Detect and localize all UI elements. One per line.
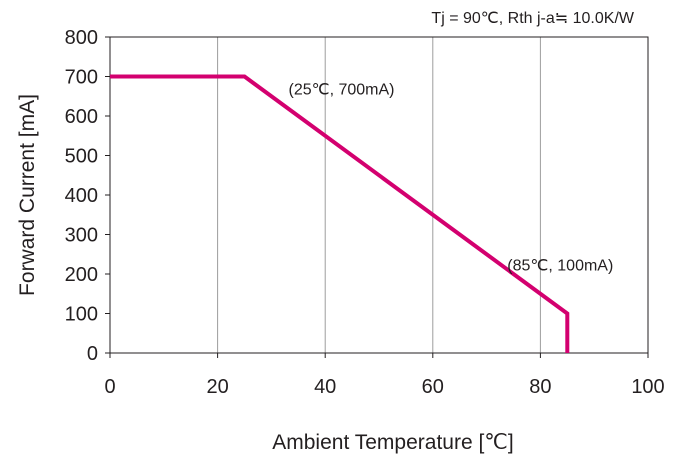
annotations: (25℃, 700mA) (85℃, 100mA) [289,82,614,275]
y-tick-label-600: 600 [65,106,98,128]
series-line-0 [110,74,570,353]
chart-subtitle: Tj = 90℃, Rth j-a≒ 10.0K/W [431,10,634,27]
y-tick-label-800: 800 [65,27,98,49]
y-tick-label-200: 200 [65,264,98,286]
y-tick-label-500: 500 [65,146,98,168]
grid-lines [217,37,541,353]
y-tick-label-700: 700 [65,67,98,89]
x-tick-label-20: 20 [206,376,228,398]
y-tick-label-0: 0 [87,343,98,365]
x-axis-title: Ambient Temperature [℃] [272,431,513,454]
y-axis-ticks: 0 100 200 300 400 500 600 700 800 [65,27,110,365]
y-axis-title: Forward Current [mA] [16,94,39,296]
x-tick-label-0: 0 [104,376,115,398]
y-tick-label-300: 300 [65,225,98,247]
x-tick-label-100: 100 [631,376,664,398]
series-group [110,74,570,353]
y-tick-label-100: 100 [65,304,98,326]
x-tick-label-60: 60 [422,376,444,398]
x-axis-ticks: 0 20 40 60 80 100 [104,353,665,398]
x-tick-label-80: 80 [529,376,551,398]
annotation-1: (85℃, 100mA) [507,258,613,275]
annotation-0: (25℃, 700mA) [289,82,395,99]
y-tick-label-400: 400 [65,185,98,207]
x-tick-label-40: 40 [314,376,336,398]
